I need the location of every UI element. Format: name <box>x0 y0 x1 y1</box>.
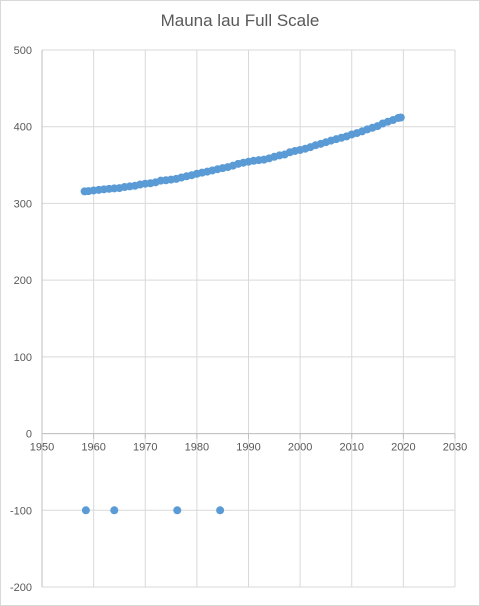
x-tick-label: 1990 <box>236 442 260 454</box>
x-tick-label: 2030 <box>443 442 467 454</box>
y-tick-label: -200 <box>10 582 32 594</box>
data-point <box>216 506 225 515</box>
x-tick-label: 2010 <box>340 442 364 454</box>
x-tick-label: 1950 <box>30 442 54 454</box>
x-tick-label: 1980 <box>185 442 209 454</box>
y-tick-label: 300 <box>14 198 32 210</box>
x-tick-label: 2000 <box>288 442 312 454</box>
y-tick-label: 200 <box>14 275 32 287</box>
axes <box>41 50 456 587</box>
y-tick-label: 100 <box>14 352 32 364</box>
x-tick-label: 1960 <box>81 442 105 454</box>
y-tick-label: 500 <box>14 45 32 57</box>
data-point <box>81 506 90 515</box>
x-tick-label: 2020 <box>391 442 415 454</box>
tick-labels: -200 -100 0 100 200 300 400 500 1950 1960 1970 1980… <box>10 45 467 594</box>
x-tick-label: 1970 <box>133 442 157 454</box>
y-tick-label: 0 <box>26 429 32 441</box>
y-tick-label: -100 <box>10 505 32 517</box>
y-tick-label: 400 <box>14 122 32 134</box>
data-points <box>80 113 405 515</box>
data-point <box>396 113 405 122</box>
data-point <box>173 506 182 515</box>
chart-title: Mauna lau Full Scale <box>160 11 320 30</box>
data-point <box>110 506 119 515</box>
grid-lines <box>41 49 456 588</box>
